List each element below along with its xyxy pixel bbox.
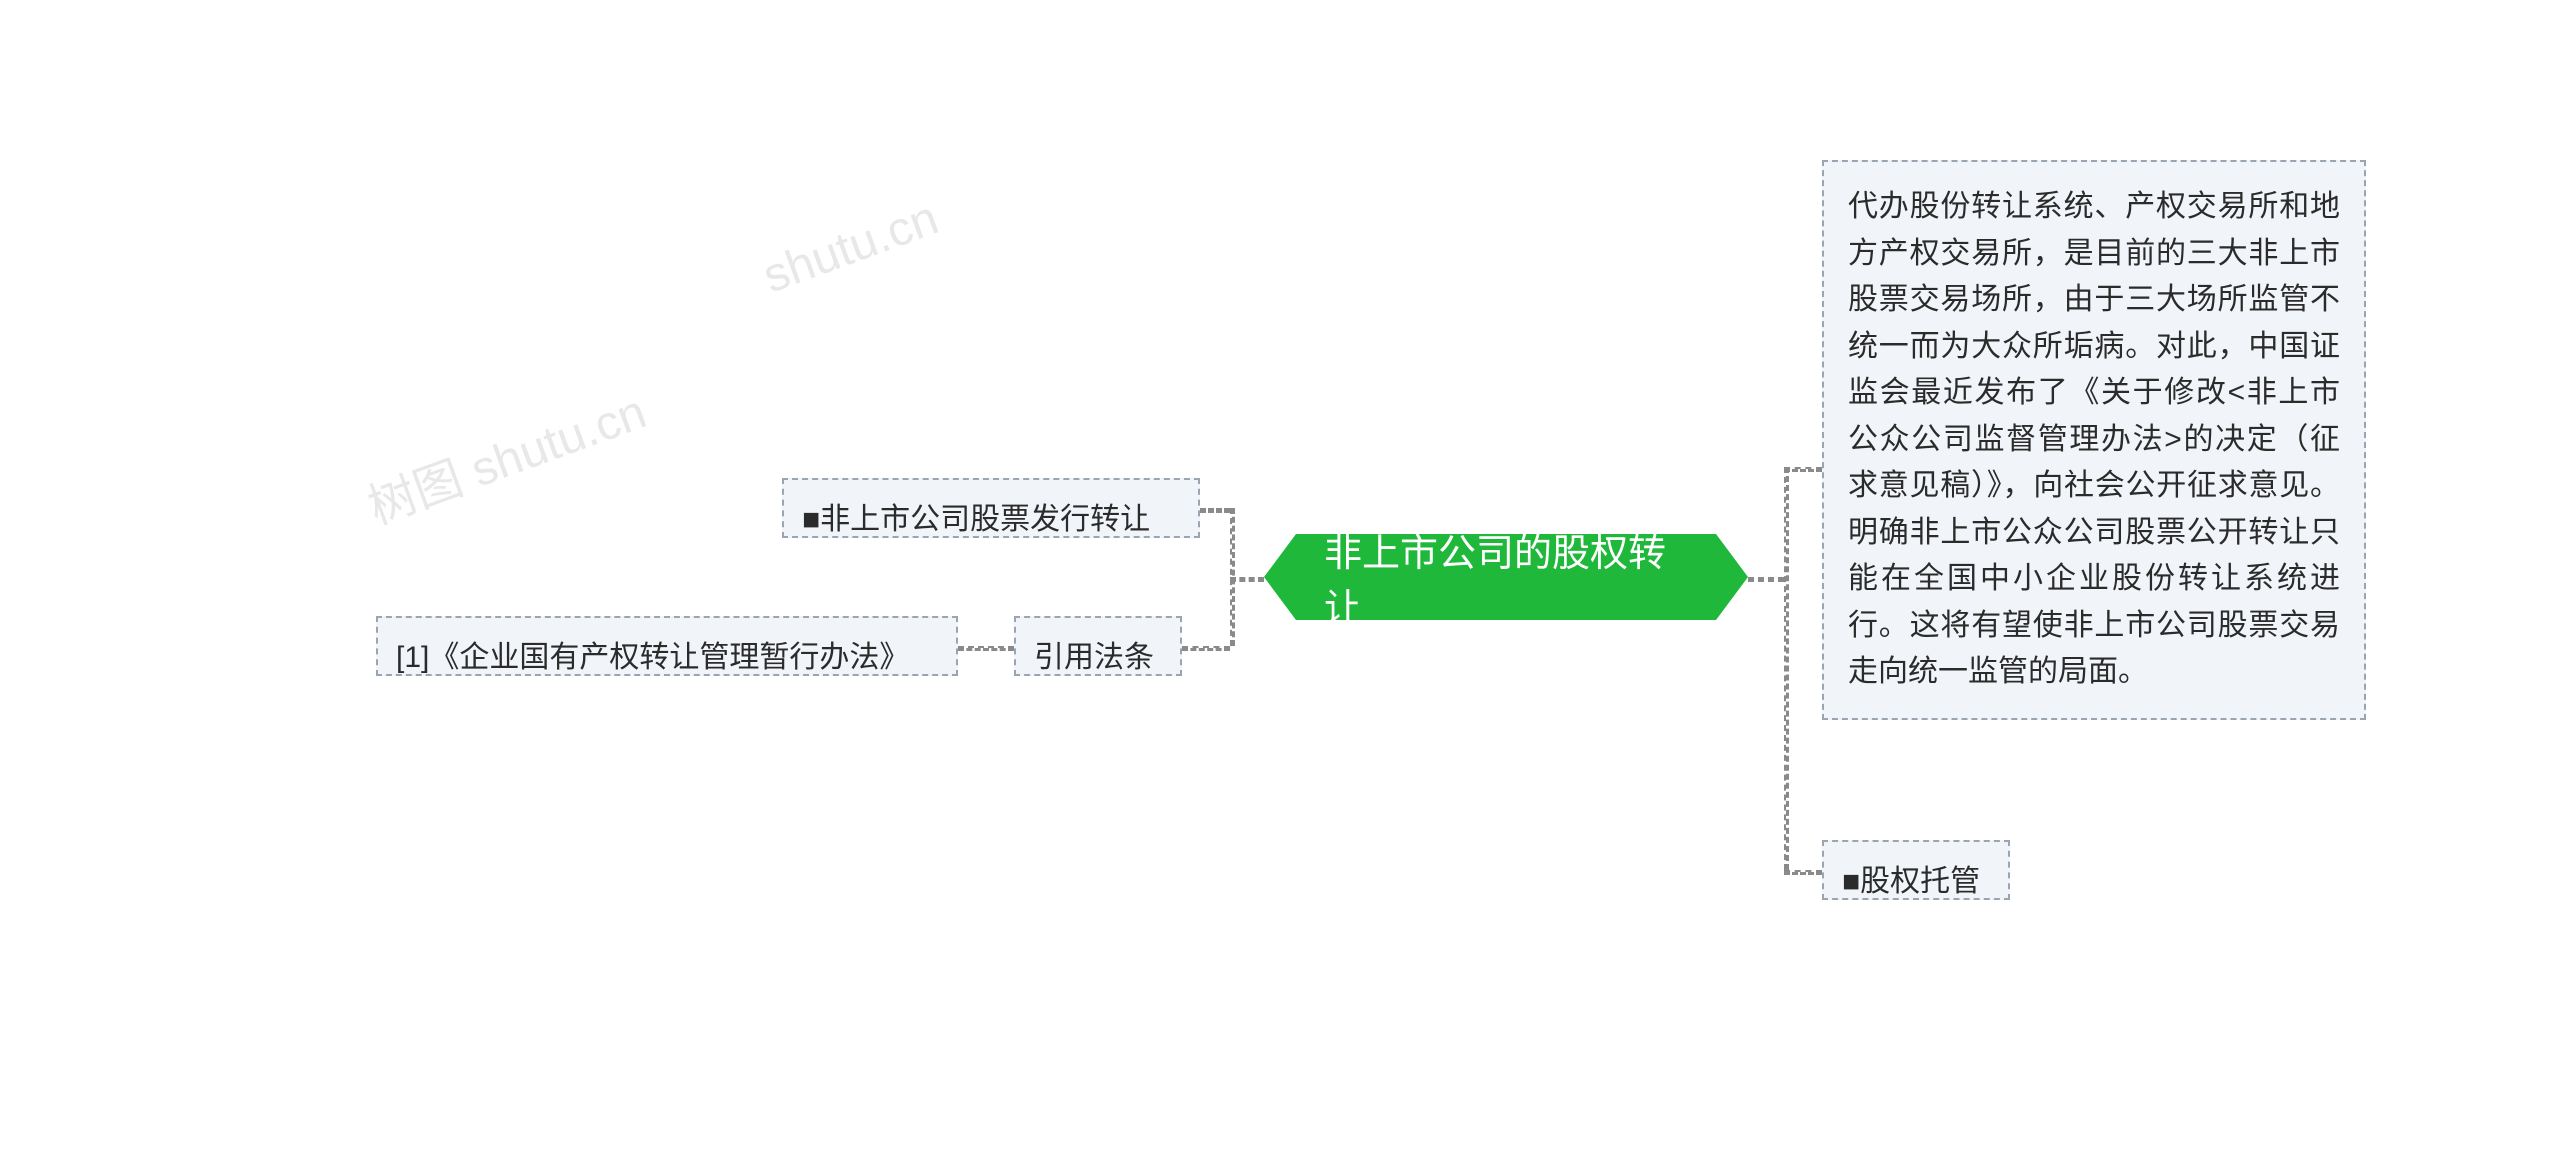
connector (1748, 577, 1784, 582)
watermark: shutu.cn (756, 191, 945, 305)
mindmap-root[interactable]: 非上市公司的股权转让 (1296, 534, 1716, 620)
connector (1200, 508, 1230, 513)
node-cited-law[interactable]: 引用法条 (1014, 616, 1182, 676)
connector (958, 646, 1014, 651)
root-cap-left (1264, 534, 1296, 620)
watermark: 树图 shutu.cn (357, 372, 654, 537)
connector (1784, 467, 1789, 870)
connector (1182, 646, 1230, 651)
connector (1230, 508, 1235, 646)
connector (1784, 467, 1822, 472)
connector (1230, 577, 1264, 582)
node-equity-custody[interactable]: ■股权托管 (1822, 840, 2010, 900)
node-cited-law-item[interactable]: [1]《企业国有产权转让管理暂行办法》 (376, 616, 958, 676)
connector (1784, 870, 1822, 875)
node-stock-issue-transfer[interactable]: ■非上市公司股票发行转让 (782, 478, 1200, 538)
node-description-paragraph[interactable]: 代办股份转让系统、产权交易所和地方产权交易所，是目前的三大非上市股票交易场所，由… (1822, 160, 2366, 720)
root-cap-right (1716, 534, 1748, 620)
